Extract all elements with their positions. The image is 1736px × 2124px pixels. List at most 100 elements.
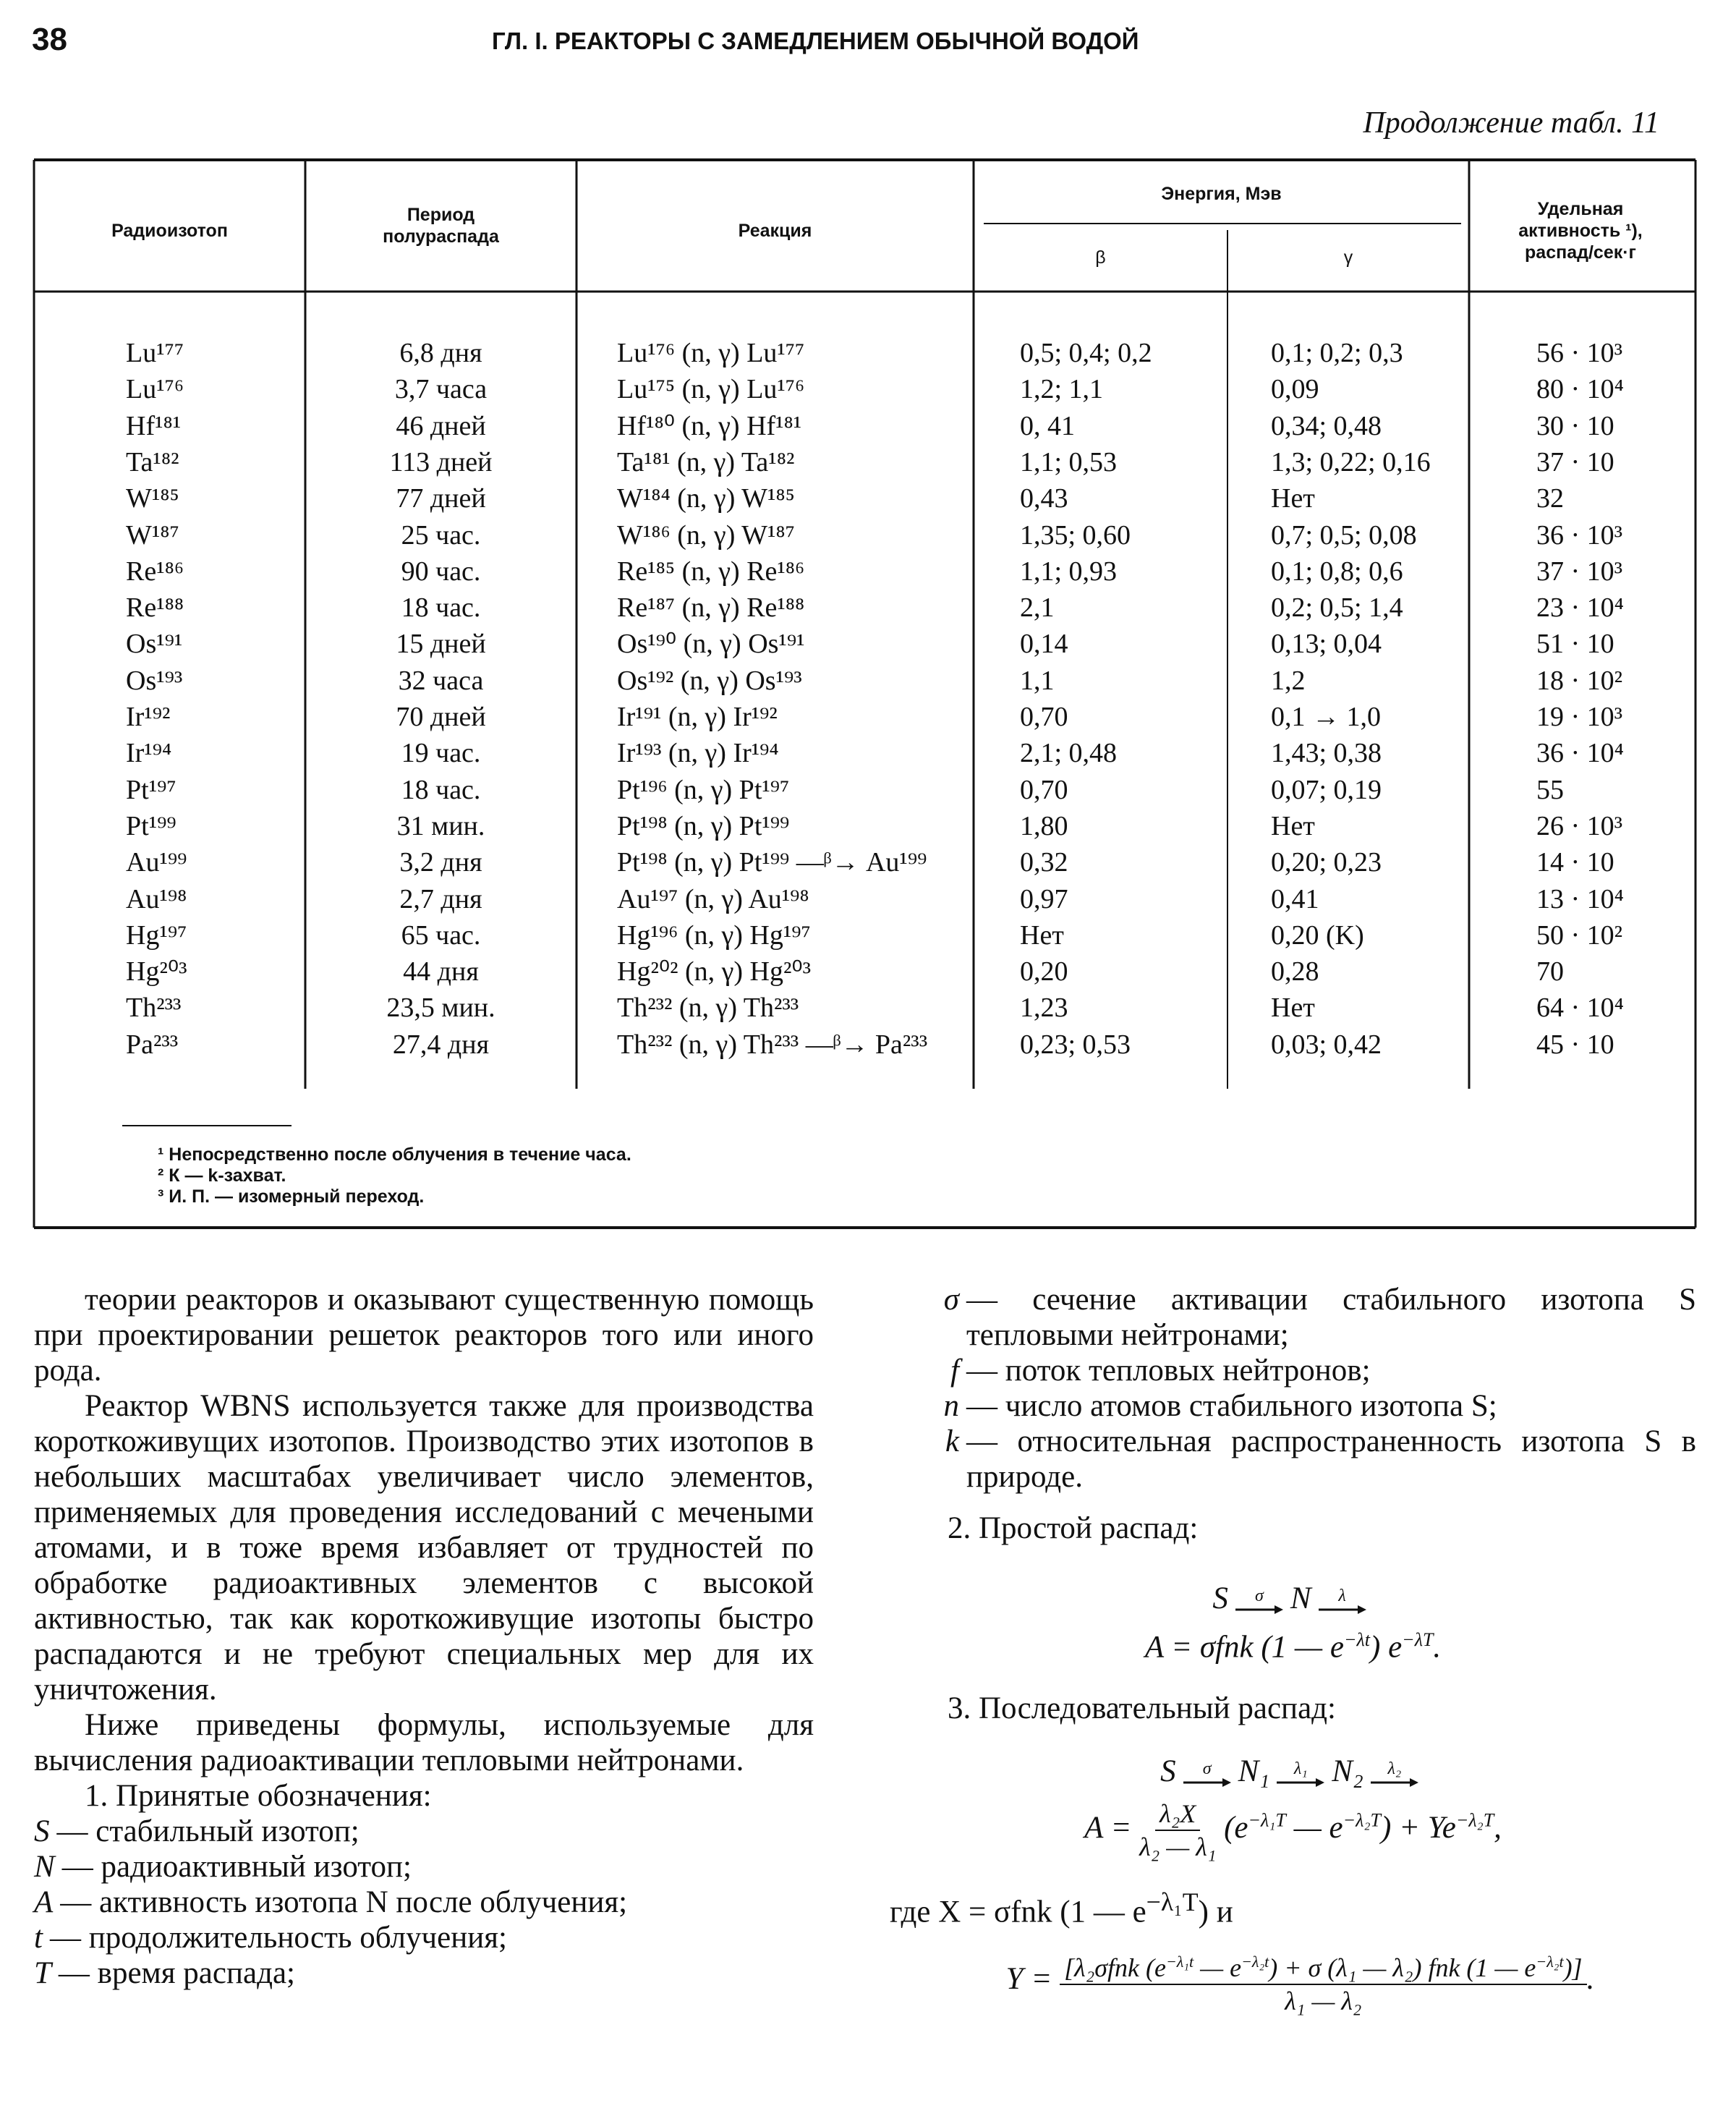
beta-energy-cell: 1,1 [1020, 665, 1055, 696]
formula-text: — e [1285, 1811, 1343, 1845]
isotope-cell: Os¹⁹¹ [126, 629, 183, 660]
reaction-cell: Re¹⁸⁷ (n, γ) Re¹⁸⁸ [617, 592, 805, 624]
isotope-cell: W¹⁸⁵ [126, 483, 179, 514]
formula-text: A = σfnk (1 — e [1144, 1630, 1344, 1665]
term: σ [943, 1283, 959, 1317]
arrow-label: σ [1202, 1759, 1212, 1779]
term: n [943, 1389, 960, 1423]
formula-text: , [1494, 1811, 1502, 1845]
half-life-cell: 3,7 часа [394, 374, 488, 405]
reaction-cell: Th²³² (n, γ) Th²³³ —ᵝ→ Pa²³³ [617, 1029, 928, 1060]
gamma-energy-cell: 0,7; 0,5; 0,08 [1271, 519, 1417, 551]
arrow-label: λ₂ [1387, 1759, 1402, 1779]
beta-energy-cell: 0,97 [1020, 883, 1068, 914]
isotope-cell: Ir¹⁹² [126, 702, 171, 732]
running-title: ГЛ. I. РЕАКТОРЫ С ЗАМЕДЛЕНИЕМ ОБЫЧНОЙ ВО… [492, 27, 1139, 54]
formula-text: ) и [1198, 1895, 1233, 1929]
gamma-energy-cell: 1,3; 0,22; 0,16 [1271, 446, 1431, 477]
formula: Y = [λ₂σfnk (e−λ₁t — e−λ₂t) + σ (λ₁ — λ₂… [890, 1946, 1696, 2017]
beta-energy-cell: Нет [1020, 919, 1064, 951]
header-energy: Энергия, Мэв [1161, 184, 1282, 204]
definition: f — поток тепловых нейтронов; [890, 1353, 1696, 1388]
gamma-energy-cell: 0,20; 0,23 [1271, 847, 1382, 878]
definition: S — стабильный изотоп; [34, 1814, 814, 1849]
beta-energy-cell: 0,14 [1020, 629, 1068, 660]
term: N [34, 1850, 55, 1884]
reaction-cell: Pt¹⁹⁸ (n, γ) Pt¹⁹⁹ —ᵝ→ Au¹⁹⁹ [617, 847, 927, 878]
isotope-cell: Re¹⁸⁶ [126, 556, 184, 587]
activity-cell: 50 · 10² [1536, 919, 1623, 951]
exponent: −λ₂t [1536, 1952, 1564, 1971]
definition-text: — продолжительность облучения; [49, 1921, 507, 1955]
activity-cell: 45 · 10 [1536, 1029, 1614, 1060]
half-life-cell: 6,8 дня [399, 338, 482, 368]
isotope-cell: Pt¹⁹⁷ [126, 774, 176, 805]
activity-cell: 32 [1536, 483, 1564, 514]
isotope-cell: Hg¹⁹⁷ [126, 919, 187, 951]
exponent: −λ₂T [1455, 1809, 1494, 1831]
formula-text: λ₂ — λ₁ [1139, 1832, 1217, 1862]
isotope-cell: Au¹⁹⁹ [126, 847, 187, 878]
formula-text: ) + σ (λ₁ — λ₂) fnk (1 — e [1269, 1953, 1536, 1982]
definition-text: — относительная распространенность изото… [966, 1424, 1696, 1494]
arrow [1183, 1778, 1231, 1788]
gamma-energy-cell: 0,1; 0,2; 0,3 [1271, 338, 1403, 368]
fraction: [λ₂σfnk (e−λ₁t — e−λ₂t) + σ (λ₁ — λ₂) fn… [1060, 1946, 1587, 2017]
exponent: −λ₁t [1165, 1952, 1194, 1971]
formula-text: λ₁ — λ₂ [1285, 1986, 1362, 2015]
formula-text: ) + Ye [1380, 1811, 1456, 1845]
reaction-cell: Ta¹⁸¹ (n, γ) Ta¹⁸² [617, 446, 795, 477]
gamma-energy-cell: 0,1; 0,8; 0,6 [1271, 556, 1403, 587]
half-life-cell: 25 час. [401, 519, 481, 551]
activity-cell: 36 · 10³ [1536, 519, 1623, 551]
reaction-cell: Hf¹⁸⁰ (n, γ) Hf¹⁸¹ [617, 410, 802, 441]
gamma-energy-cell: 0,2; 0,5; 1,4 [1271, 592, 1403, 624]
page-number: 38 [32, 22, 67, 57]
isotope-cell: Os¹⁹³ [126, 665, 183, 696]
header-gamma: γ [1343, 247, 1353, 268]
definition-text: — стабильный изотоп; [56, 1814, 359, 1848]
beta-energy-cell: 0,70 [1020, 774, 1068, 805]
beta-energy-cell: 0,43 [1020, 483, 1068, 514]
formula-text: N₂ [1332, 1754, 1363, 1789]
beta-energy-cell: 0,5; 0,4; 0,2 [1020, 338, 1152, 368]
half-life-cell: 32 часа [398, 665, 484, 696]
isotope-cell: Lu¹⁷⁶ [126, 374, 184, 405]
beta-energy-cell: 0,20 [1020, 956, 1068, 987]
gamma-energy-cell: 0,20 (K) [1271, 919, 1364, 951]
definition-text: — радиоактивный изотоп; [61, 1850, 412, 1884]
formula-text: . [1433, 1630, 1442, 1665]
definition: A — активность изотопа N после облучения; [34, 1885, 814, 1920]
definition-text: — активность изотопа N после облучения; [60, 1885, 628, 1919]
activity-cell: 80 · 10⁴ [1536, 374, 1624, 405]
definition-text: — время распада; [58, 1956, 295, 1990]
labeled-arrow: λ₁ [1275, 1760, 1326, 1788]
beta-energy-cell: 1,35; 0,60 [1020, 519, 1131, 551]
isotope-cell: Re¹⁸⁸ [126, 592, 184, 624]
activity-cell: 56 · 10³ [1536, 338, 1623, 368]
section-heading: 2. Простой распад: [948, 1511, 1199, 1545]
beta-energy-cell: 1,2; 1,1 [1020, 374, 1104, 405]
definition: k — относительная распространенность изот… [890, 1424, 1696, 1495]
activity-cell: 13 · 10⁴ [1536, 883, 1624, 914]
half-life-cell: 90 час. [401, 556, 481, 587]
exponent: −λ₁T [1146, 1887, 1199, 1917]
labeled-arrow: λ [1317, 1587, 1368, 1615]
header-isotope: Радиоизотоп [111, 221, 228, 241]
numerator: λ₂X [1155, 1798, 1201, 1832]
term: T [34, 1956, 51, 1990]
beta-energy-cell: 2,1 [1020, 592, 1055, 624]
arrow-label: λ [1338, 1586, 1346, 1606]
isotope-cell: Lu¹⁷⁷ [126, 338, 184, 368]
formula: где X = σfnk (1 — e−λ₁T) и [890, 1885, 1696, 1929]
gamma-energy-cell: Нет [1271, 993, 1315, 1024]
isotope-cell: Ir¹⁹⁴ [126, 738, 172, 769]
beta-energy-cell: 1,1; 0,53 [1020, 446, 1118, 477]
gamma-energy-cell: Нет [1271, 483, 1315, 514]
gamma-energy-cell: 0,41 [1271, 883, 1319, 914]
beta-energy-cell: 0, 41 [1020, 410, 1075, 441]
reaction-cell: Re¹⁸⁵ (n, γ) Re¹⁸⁶ [617, 556, 805, 587]
